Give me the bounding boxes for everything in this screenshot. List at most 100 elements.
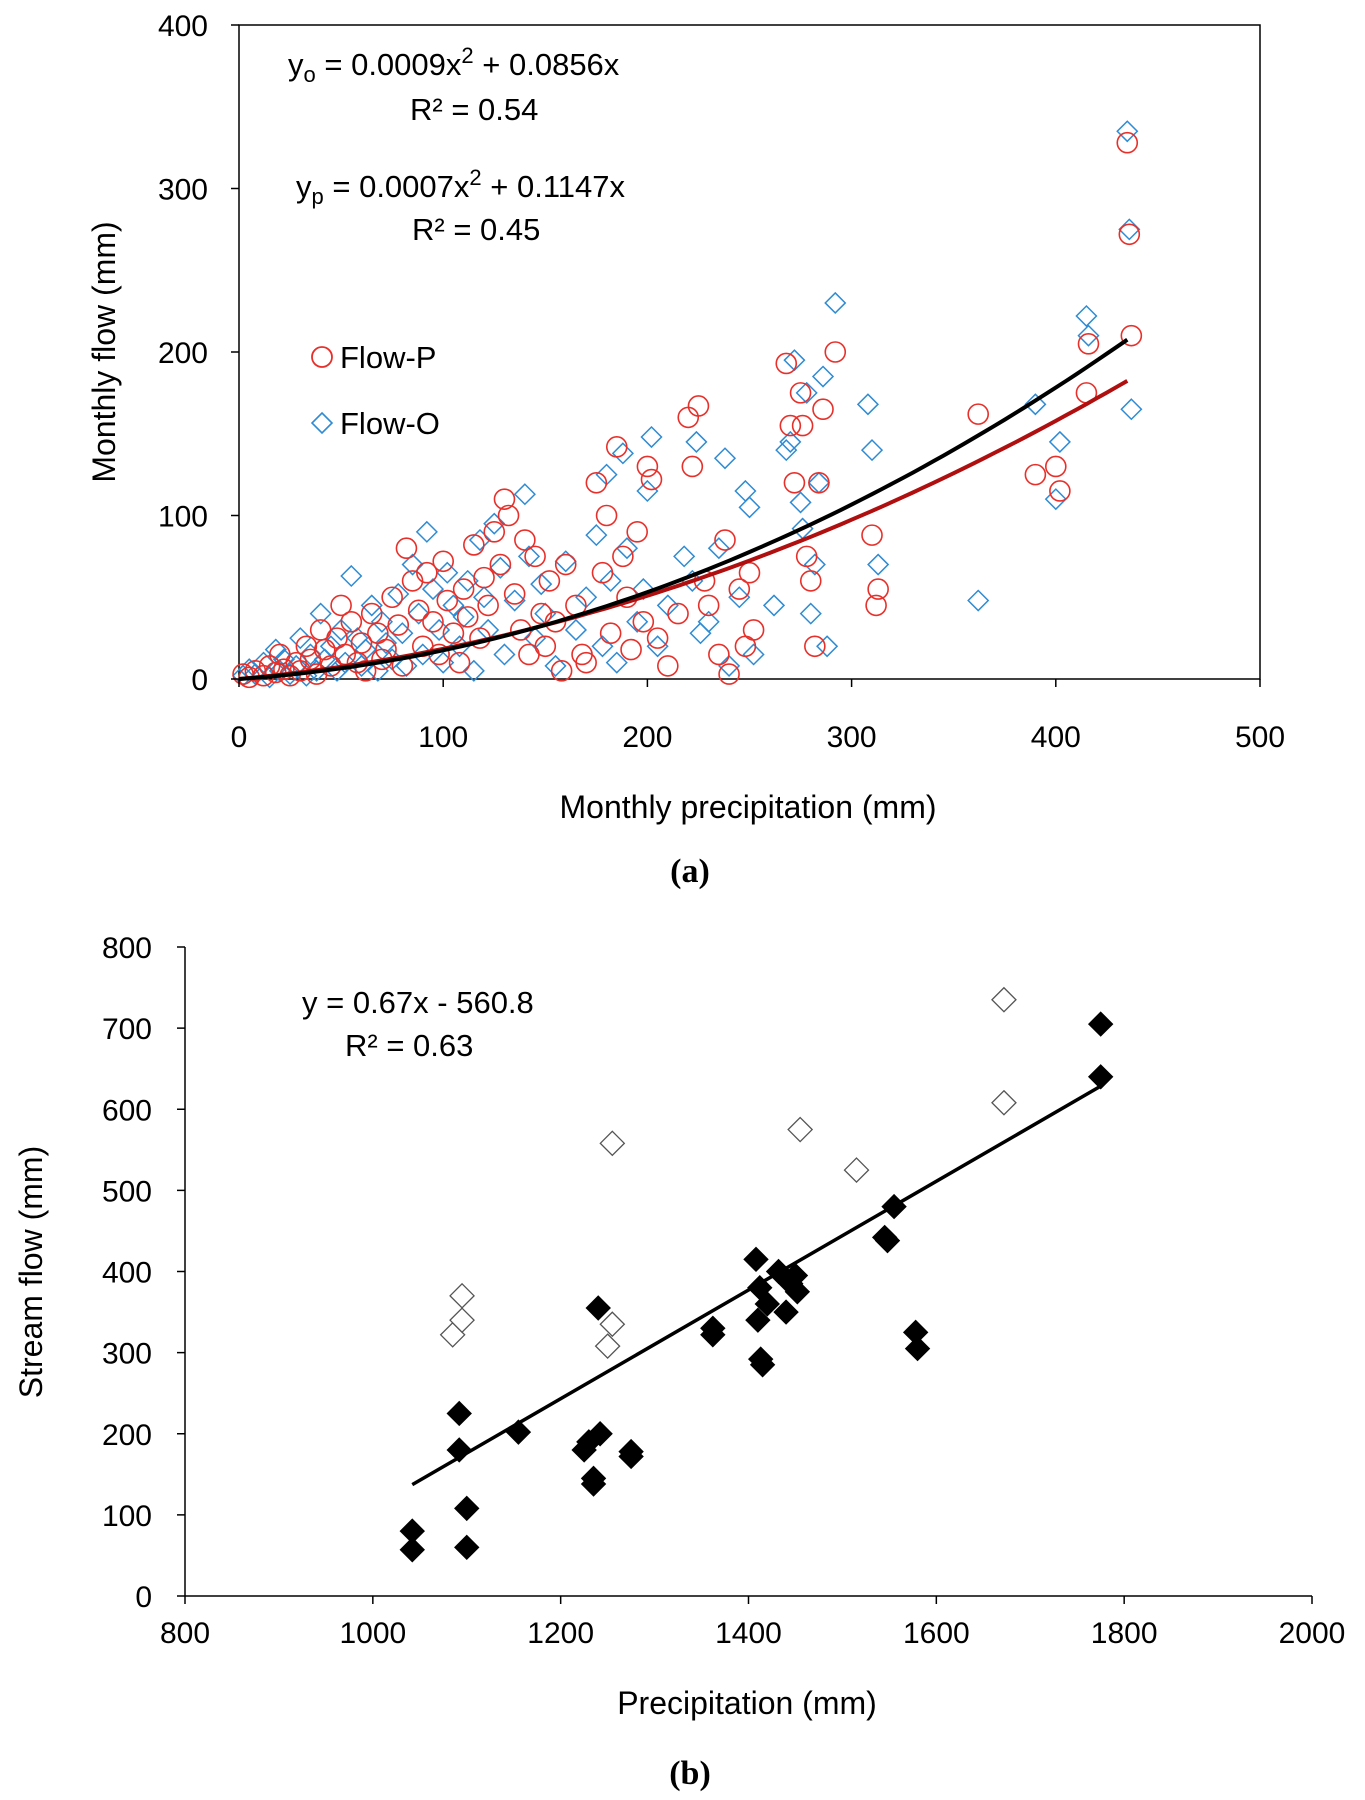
flow-o-point (1075, 304, 1098, 328)
flow-o-point (1077, 324, 1100, 347)
filled-diamond-point (587, 1421, 613, 1447)
flow-p-point (493, 488, 516, 510)
panel-a-r2-predicted: R² = 0.45 (412, 212, 540, 247)
panel-a-y-tick-label: 400 (158, 10, 208, 43)
filled-diamond-point (745, 1307, 771, 1333)
filled-diamond-point (784, 1279, 811, 1305)
flow-p-point (452, 578, 475, 600)
flow-o-point (867, 553, 890, 576)
flow-p-point (534, 635, 557, 658)
panel-a-x-tick-label: 200 (622, 721, 672, 754)
flow-o-point (530, 573, 553, 596)
open-diamond-point (449, 1307, 475, 1334)
flow-p-point (861, 524, 883, 546)
flow-p-point (422, 610, 444, 633)
flow-p-point (591, 561, 614, 584)
flow-p-point (538, 570, 561, 592)
flow-p-point (360, 602, 383, 625)
panel-a-x-tick-label: 100 (418, 721, 468, 754)
flow-o-point (707, 537, 730, 560)
flow-p-point (432, 550, 455, 573)
filled-diamond-point (580, 1471, 607, 1497)
observed-fit-curve (238, 338, 1129, 681)
open-diamond-point (991, 986, 1017, 1013)
panel-a-legend: Flow-P Flow-O (310, 340, 440, 441)
flow-o-point (493, 643, 516, 666)
flow-p-point (867, 578, 889, 600)
open-diamond-point (787, 1116, 814, 1143)
flow-p-point (575, 651, 597, 674)
flow-p-point (395, 537, 418, 560)
panel-a-x-tick-label: 300 (827, 721, 877, 754)
panel-b-r2: R² = 0.63 (345, 1028, 473, 1063)
panel-a-y-tick-label: 100 (158, 501, 208, 534)
filled-diamond-point (585, 1295, 611, 1321)
filled-diamond-point (399, 1537, 425, 1563)
flow-o-point (734, 479, 757, 503)
flow-p-point (1045, 455, 1067, 478)
flow-p-point (1118, 223, 1141, 246)
flow-p-point (550, 660, 573, 682)
flow-p-point (473, 566, 495, 589)
panel-a-r2-observed: R² = 0.54 (410, 92, 538, 127)
flow-p-point (738, 561, 761, 584)
flow-o-point (718, 654, 741, 677)
flow-o-point (636, 479, 659, 503)
flow-p-point (795, 545, 818, 568)
flow-o-point (713, 447, 737, 470)
flow-p-point (514, 529, 536, 551)
flow-o-point (646, 635, 669, 658)
flow-o-point (374, 631, 398, 655)
panel-a-x-tick-label: 0 (231, 721, 248, 754)
filled-diamond-point (754, 1291, 780, 1317)
legend-label-flow-p: Flow-P (340, 340, 436, 375)
flow-p-point (599, 622, 622, 645)
panel-b-y-tick-label: 100 (102, 1500, 152, 1533)
filled-diamond-point (773, 1299, 799, 1325)
flow-p-point (350, 632, 373, 654)
flow-o-point (421, 578, 445, 601)
panel-b-x-tick-label: 2000 (1279, 1617, 1346, 1650)
flow-o-point (860, 439, 884, 462)
panel-b-equation: y = 0.67x - 560.8 (302, 985, 534, 1020)
flow-o-point (615, 537, 639, 560)
flow-p-point (1116, 131, 1139, 154)
flow-p-point (1024, 463, 1047, 486)
panel-b-fit-line (411, 1084, 1102, 1487)
flow-p-point (667, 602, 689, 625)
panel-b-points (399, 986, 1114, 1563)
flow-o-point (779, 430, 802, 453)
flow-p-point (554, 553, 577, 576)
flow-o-point (340, 564, 363, 588)
legend-marker-flow-p (311, 346, 333, 368)
flow-p-point (632, 610, 655, 633)
flow-o-point (544, 654, 567, 677)
flow-o-point (513, 483, 536, 506)
flow-o-point (738, 496, 761, 519)
flow-o-point (462, 659, 485, 682)
flow-p-point (456, 606, 479, 628)
panel-a-x-axis-label: Monthly precipitation (mm) (560, 789, 937, 825)
flow-o-point (967, 589, 990, 612)
flow-o-point (366, 659, 389, 682)
flow-p-point (677, 406, 700, 429)
flow-o-point (689, 622, 712, 645)
flow-p-point (789, 382, 812, 404)
filled-diamond-point (618, 1443, 644, 1470)
filled-diamond-point (700, 1322, 726, 1348)
flow-o-point (330, 618, 353, 642)
flow-o-point (1024, 393, 1047, 416)
flow-p-point (524, 545, 546, 568)
flow-o-point (1116, 120, 1139, 143)
filled-diamond-point (454, 1495, 480, 1522)
flow-p-point (605, 436, 628, 458)
flow-p-point (477, 594, 499, 617)
filled-diamond-point (1087, 1064, 1114, 1090)
panel-b-x-tick-label: 1800 (1091, 1617, 1158, 1650)
panel-a-y-tick-label: 200 (158, 337, 208, 370)
flow-o-point (605, 651, 628, 674)
panel-a-points (232, 120, 1143, 689)
flow-p-point (442, 622, 465, 645)
flow-o-point (824, 291, 847, 315)
flow-o-point (816, 635, 839, 658)
